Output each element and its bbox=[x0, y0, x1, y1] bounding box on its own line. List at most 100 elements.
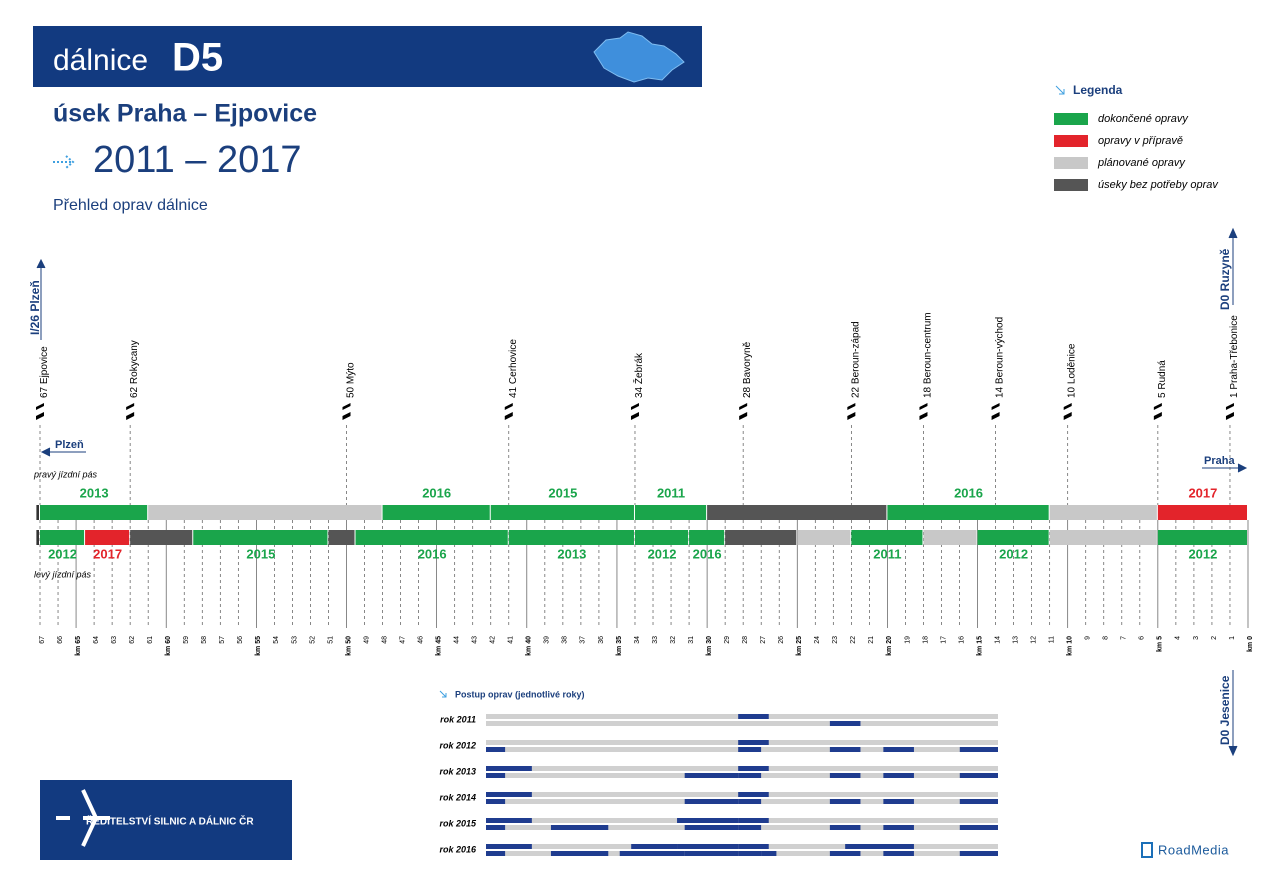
exit-km: 1 bbox=[1229, 392, 1240, 398]
km-tick-label: 6 bbox=[1139, 636, 1146, 640]
km-tick-label: 31 bbox=[688, 636, 695, 644]
km-tick-label: 61 bbox=[147, 636, 154, 644]
km-tick-label: 34 bbox=[634, 636, 641, 644]
progress-segment bbox=[738, 766, 769, 771]
progress-row-label: rok 2016 bbox=[439, 844, 477, 854]
exit-label: 5 Rudná bbox=[1156, 360, 1167, 398]
segment bbox=[130, 530, 193, 545]
progress-row-label: rok 2015 bbox=[439, 818, 477, 828]
header-bar bbox=[33, 26, 702, 87]
exit-km: 5 bbox=[1156, 392, 1167, 398]
arrow bbox=[40, 447, 86, 457]
progress-segment bbox=[486, 766, 532, 771]
km-tick-label: 51 bbox=[327, 636, 334, 644]
exit-name: Mýto bbox=[345, 362, 356, 384]
km-tick-label: 48 bbox=[381, 636, 388, 644]
progress-segment bbox=[959, 851, 998, 856]
km-tick-label: 39 bbox=[544, 636, 551, 644]
km-tick-label: 18 bbox=[922, 636, 929, 644]
exit-name: Žebrák bbox=[632, 352, 645, 384]
direction-label: D0 Ruzyně bbox=[1218, 248, 1232, 310]
legend-swatch bbox=[1054, 113, 1088, 125]
exit-icon bbox=[126, 403, 135, 420]
segment bbox=[707, 505, 887, 520]
progress-segment bbox=[486, 792, 532, 797]
segment bbox=[40, 505, 148, 520]
km-tick-label: 38 bbox=[562, 636, 569, 644]
progress-segment bbox=[829, 721, 861, 726]
segment-year: 2016 bbox=[693, 546, 722, 561]
km-tick-label: 23 bbox=[832, 636, 839, 644]
exit-label: 18 Beroun-centrum bbox=[922, 312, 933, 398]
exit-icon bbox=[847, 403, 856, 420]
arrow bbox=[1202, 463, 1248, 473]
segment-year: 2013 bbox=[80, 485, 109, 500]
exit-km: 67 bbox=[39, 386, 50, 398]
km-tick-label: km 5 bbox=[1157, 636, 1164, 652]
exit-name: Loděnice bbox=[1066, 343, 1077, 384]
exit-label: 28 Bavoryně bbox=[742, 341, 753, 398]
progress-segment bbox=[619, 851, 685, 856]
progress-segment bbox=[738, 818, 769, 823]
exit-name: Beroun-centrum bbox=[922, 312, 933, 384]
progress-segment bbox=[684, 773, 739, 778]
legend-title: Legenda bbox=[1073, 83, 1123, 97]
brand-name: RoadMedia bbox=[1158, 842, 1229, 857]
km-tick-label: 44 bbox=[454, 636, 461, 644]
legend-label: dokončené opravy bbox=[1098, 113, 1189, 125]
exit-name: Praha-Třebonice bbox=[1229, 315, 1240, 390]
exit-name: Cerhovice bbox=[507, 339, 518, 384]
progress-segment bbox=[761, 851, 777, 856]
segment-year: 2012 bbox=[48, 546, 77, 561]
progress-segment bbox=[959, 773, 998, 778]
progress-segment bbox=[550, 851, 609, 856]
km-tick-label: 36 bbox=[598, 636, 605, 644]
progress-segment bbox=[845, 844, 914, 849]
legend-icon bbox=[1055, 85, 1065, 95]
km-tick-label: 28 bbox=[742, 636, 749, 644]
exit-name: Bavoryně bbox=[742, 341, 753, 384]
segment-year: 2016 bbox=[418, 546, 447, 561]
progress-segment bbox=[738, 825, 762, 830]
km-tick-label: 19 bbox=[904, 636, 911, 644]
km-tick-label: 14 bbox=[994, 636, 1001, 644]
km-tick-label: 13 bbox=[1012, 636, 1019, 644]
exit-label: 41 Cerhovice bbox=[507, 339, 518, 398]
progress-segment bbox=[631, 844, 678, 849]
exit-icon bbox=[36, 403, 44, 420]
segment bbox=[634, 530, 689, 545]
progress-row-label: rok 2013 bbox=[439, 766, 476, 776]
km-tick-label: 56 bbox=[237, 636, 244, 644]
period-arrow bbox=[53, 155, 75, 169]
carriageway-label: levý jízdní pás bbox=[34, 569, 92, 579]
exit-name: Beroun-východ bbox=[994, 317, 1005, 384]
exit-icon bbox=[1153, 403, 1162, 420]
km-tick-label: km 65 bbox=[75, 636, 82, 656]
exit-km: 50 bbox=[345, 386, 356, 398]
km-tick-label: km 50 bbox=[345, 636, 352, 656]
progress-row-label: rok 2012 bbox=[439, 740, 476, 750]
km-tick-label: 29 bbox=[724, 636, 731, 644]
progress-segment bbox=[829, 851, 861, 856]
exit-icon bbox=[919, 403, 928, 420]
exit-icon bbox=[991, 403, 1000, 420]
exit-km: 41 bbox=[507, 386, 518, 398]
exit-label: 50 Mýto bbox=[345, 362, 356, 398]
km-tick-label: 63 bbox=[111, 636, 118, 644]
segment bbox=[977, 530, 1049, 545]
progress-icon bbox=[439, 690, 447, 698]
km-tick-label: 27 bbox=[760, 636, 767, 644]
progress-title: Postup oprav (jednotlivé roky) bbox=[455, 689, 585, 699]
progress-segment bbox=[486, 851, 506, 856]
exit-km: 28 bbox=[742, 386, 753, 398]
km-tick-label: 37 bbox=[580, 636, 587, 644]
km-tick-label: km 20 bbox=[886, 636, 893, 656]
progress-segment bbox=[738, 792, 769, 797]
progress-segment bbox=[883, 773, 914, 778]
segment-year: 2017 bbox=[1188, 485, 1217, 500]
legend-label: plánované opravy bbox=[1097, 157, 1186, 169]
km-tick-label: 32 bbox=[670, 636, 677, 644]
km-tick-label: 22 bbox=[850, 636, 857, 644]
segment bbox=[851, 530, 923, 545]
